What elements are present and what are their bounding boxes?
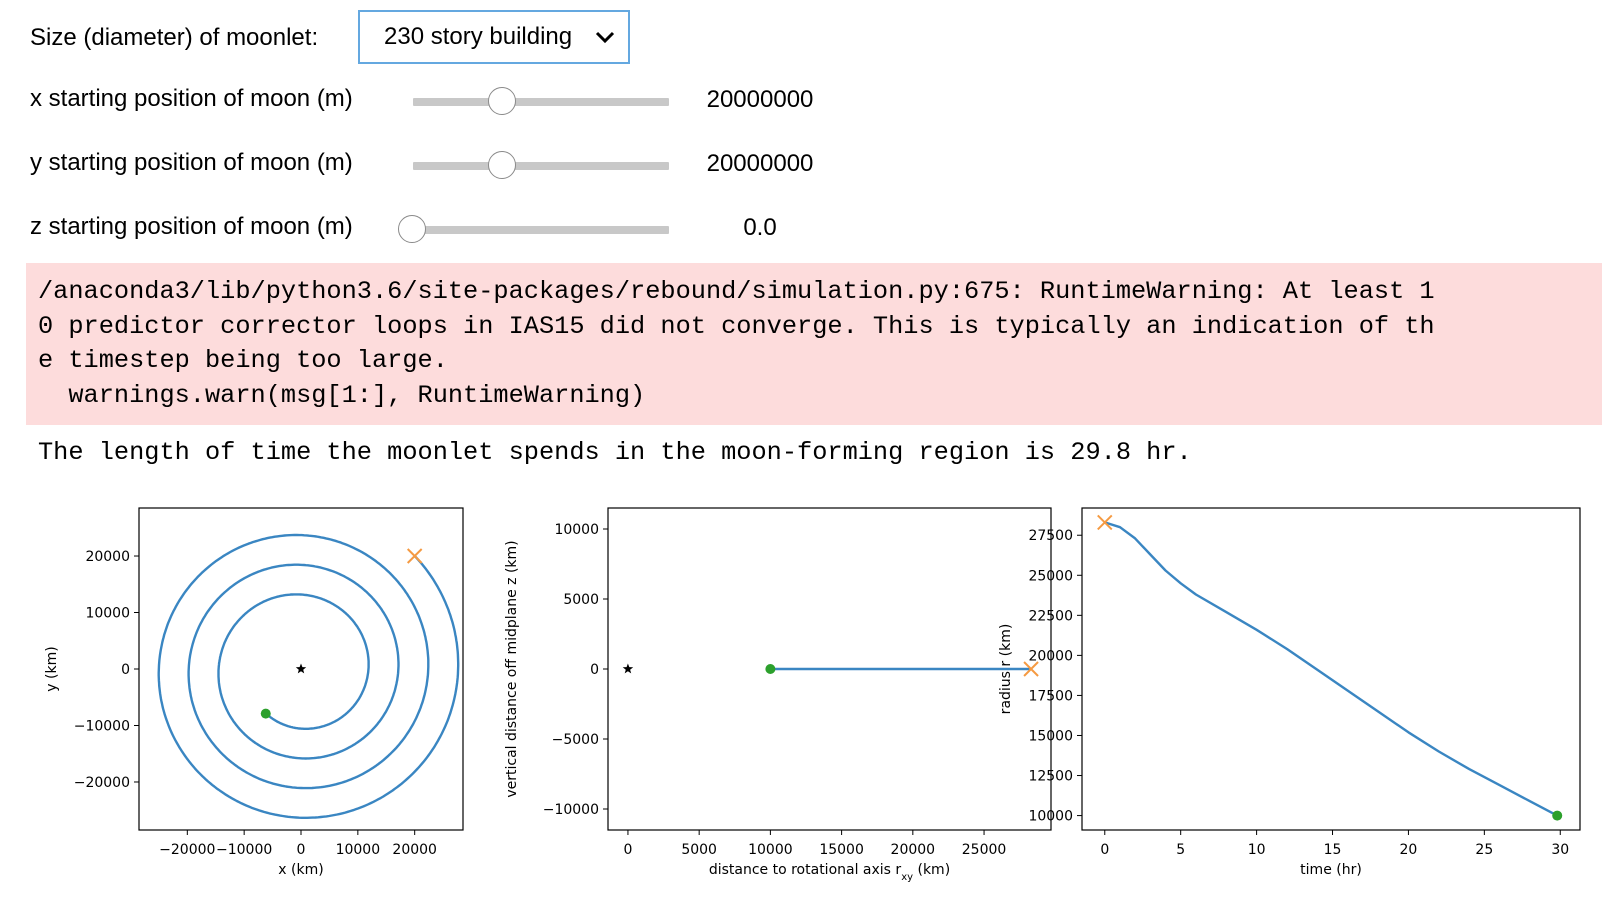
- x-tick-label: 30: [1551, 842, 1569, 858]
- y-tick-label: −5000: [552, 732, 599, 748]
- center-star-marker: [622, 663, 634, 674]
- y-tick-label: 20000: [85, 549, 130, 565]
- chart-3: 0 5 10 15 20 25 30 27500 25000 22500 20000 17500 150…: [998, 507, 1581, 878]
- y-tick-label: 15000: [1028, 728, 1073, 744]
- x-tick-label: 25000: [962, 842, 1007, 858]
- chevron-down-icon: [595, 31, 615, 44]
- x-tick-label: 5000: [681, 842, 717, 858]
- slider-handle[interactable]: [487, 151, 516, 179]
- x-tick-label: 0: [623, 842, 632, 858]
- x-tick-label: 15000: [819, 842, 864, 858]
- warning-line: /anaconda3/lib/python3.6/site-packages/r…: [38, 277, 1435, 306]
- center-star-marker: [295, 663, 307, 674]
- x-slider-row: x starting position of moon (m): [30, 85, 353, 113]
- start-marker: [406, 548, 423, 564]
- y-slider-row: y starting position of moon (m): [30, 149, 353, 177]
- x-tick-label: 25: [1475, 842, 1493, 858]
- y-position-slider[interactable]: [413, 151, 669, 181]
- x-axis-label-subscript: xy: [901, 872, 913, 883]
- slider-track[interactable]: [413, 98, 669, 106]
- y-tick-label: 5000: [563, 592, 599, 608]
- x-axis-label-unit: (km): [913, 862, 950, 878]
- x-tick-label: 0: [297, 842, 306, 858]
- y-tick-label: 27500: [1028, 528, 1073, 544]
- x-tick-label: 20000: [392, 842, 437, 858]
- result-text: The length of time the moonlet spends in…: [38, 438, 1192, 467]
- y-axis-label: vertical distance off midplane z (km): [504, 540, 520, 797]
- start-marker: [1023, 661, 1039, 677]
- y-tick-label: −20000: [74, 775, 130, 791]
- z-position-slider[interactable]: [398, 215, 669, 245]
- x-tick-label: 15: [1324, 842, 1342, 858]
- size-dropdown[interactable]: 230 story building: [358, 10, 630, 64]
- size-dropdown-value: 230 story building: [384, 23, 573, 50]
- size-control-row: Size (diameter) of moonlet:: [30, 24, 318, 52]
- x-axis-label: time (hr): [1300, 862, 1362, 878]
- chart-2: 0 5000 10000 15000 20000 25000 10000 5000 0 −5000…: [504, 507, 1052, 883]
- y-slider-value: 20000000: [706, 150, 814, 177]
- x-tick-label: 10000: [336, 842, 381, 858]
- y-tick-label: 10000: [1028, 809, 1073, 825]
- x-tick-label: 20000: [891, 842, 936, 858]
- x-tick-label: 5: [1176, 842, 1185, 858]
- start-marker: [1097, 514, 1113, 531]
- y-slider-label: y starting position of moon (m): [30, 149, 353, 176]
- warning-output: /anaconda3/lib/python3.6/site-packages/r…: [26, 263, 1602, 425]
- series-line: [157, 533, 460, 819]
- y-tick-label: −10000: [74, 718, 130, 734]
- warning-line: 0 predictor corrector loops in IAS15 did…: [38, 311, 1435, 341]
- warning-line: warnings.warn(msg[1:], RuntimeWarning): [38, 380, 646, 410]
- series-line: [1104, 521, 1558, 817]
- y-tick-label: 22500: [1028, 608, 1073, 624]
- end-marker: [260, 708, 271, 719]
- x-position-slider[interactable]: [413, 87, 669, 117]
- x-tick-label: 10: [1248, 842, 1266, 858]
- y-tick-label: 0: [590, 662, 599, 678]
- end-marker: [765, 664, 776, 674]
- y-tick-label: 20000: [1028, 648, 1073, 664]
- axes-frame: [1081, 507, 1581, 831]
- x-tick-label: −10000: [216, 842, 272, 858]
- z-slider-label: z starting position of moon (m): [30, 213, 353, 240]
- z-slider-row: z starting position of moon (m): [30, 213, 353, 241]
- y-tick-label: 10000: [85, 606, 130, 622]
- x-tick-label: 0: [1100, 842, 1109, 858]
- x-axis-label: distance to rotational axis rxy (km): [709, 862, 950, 883]
- plots-figure: −20000 −10000 0 10000 2000020000100000−10000…: [44, 507, 1581, 883]
- slider-handle[interactable]: [398, 215, 426, 243]
- z-slider-value: 0.0: [743, 214, 777, 241]
- slider-handle[interactable]: [487, 87, 516, 115]
- x-tick-label: 10000: [748, 842, 793, 858]
- y-tick-label: 0: [121, 662, 130, 678]
- x-axis-label: x (km): [278, 862, 323, 878]
- slider-track[interactable]: [413, 226, 669, 234]
- y-axis-label: radius r (km): [998, 624, 1014, 715]
- end-marker: [1552, 810, 1563, 821]
- y-axis-label: y (km): [44, 646, 60, 691]
- y-tick-label: 25000: [1028, 568, 1073, 584]
- y-tick-label: 12500: [1028, 769, 1073, 785]
- x-slider-value: 20000000: [706, 86, 814, 113]
- slider-track[interactable]: [413, 162, 669, 170]
- y-tick-label: −10000: [543, 802, 599, 818]
- warning-line: e timestep being too large.: [38, 346, 448, 375]
- y-tick-label: 10000: [554, 522, 599, 538]
- x-tick-label: 20: [1400, 842, 1418, 858]
- chart-1: −20000 −10000 0 10000 2000020000100000−10000…: [44, 507, 464, 878]
- x-tick-label: −20000: [159, 842, 215, 858]
- size-label: Size (diameter) of moonlet:: [30, 24, 319, 51]
- y-tick-label: 17500: [1028, 688, 1073, 704]
- x-slider-label: x starting position of moon (m): [30, 85, 353, 112]
